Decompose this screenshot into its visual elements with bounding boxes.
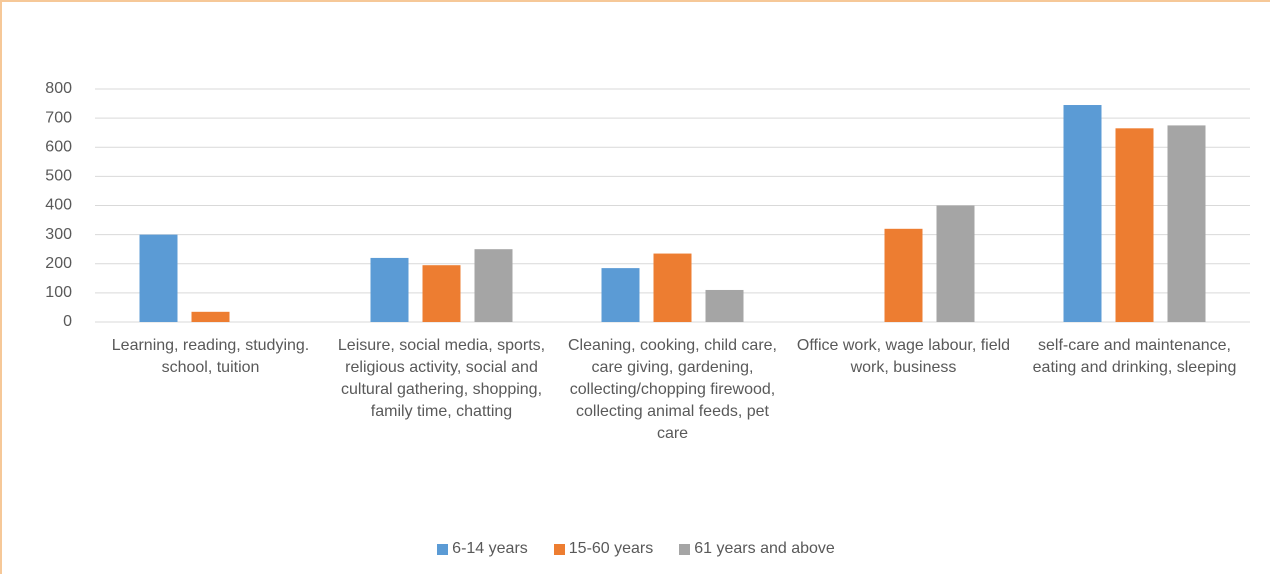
legend-label: 6-14 years <box>452 540 528 557</box>
x-tick-label: self-care and maintenance, eating and dr… <box>1032 337 1237 376</box>
x-tick-label: Learning, reading, studying. school, tui… <box>111 337 310 376</box>
bar <box>370 257 409 322</box>
y-tick-label: 300 <box>45 226 72 243</box>
bar <box>884 228 923 322</box>
legend-item: 15-60 years <box>553 540 654 558</box>
bar <box>936 205 975 322</box>
legend: 6-14 years 15-60 years 61 years and above <box>2 540 1270 558</box>
bar <box>601 268 640 322</box>
legend-swatch <box>553 543 565 555</box>
y-tick-label: 500 <box>45 168 72 185</box>
bar <box>1063 105 1102 322</box>
y-tick-label: 400 <box>45 197 72 214</box>
x-tick-label: Cleaning, cooking, child care, care givi… <box>567 337 777 442</box>
y-tick-label: 100 <box>45 284 72 301</box>
bar <box>653 253 692 322</box>
bar <box>191 311 230 322</box>
bar <box>422 265 461 322</box>
legend-item: 61 years and above <box>679 540 835 558</box>
bar <box>1167 125 1206 322</box>
legend-swatch <box>437 543 449 555</box>
legend-label: 61 years and above <box>694 540 835 557</box>
y-tick-label: 600 <box>45 138 72 155</box>
legend-item: 6-14 years <box>437 540 528 558</box>
x-tick-label: Leisure, social media, sports, religious… <box>337 337 546 420</box>
bar <box>705 289 744 322</box>
y-tick-label: 200 <box>45 255 72 272</box>
bar <box>139 234 178 322</box>
y-tick-label: 0 <box>63 313 72 330</box>
bar <box>474 249 513 322</box>
bar <box>1115 128 1154 322</box>
y-tick-label: 700 <box>45 109 72 126</box>
y-tick-label: 800 <box>45 80 72 97</box>
x-tick-label: Office work, wage labour, field work, bu… <box>796 337 1011 376</box>
legend-label: 15-60 years <box>568 540 654 557</box>
legend-swatch <box>679 543 691 555</box>
